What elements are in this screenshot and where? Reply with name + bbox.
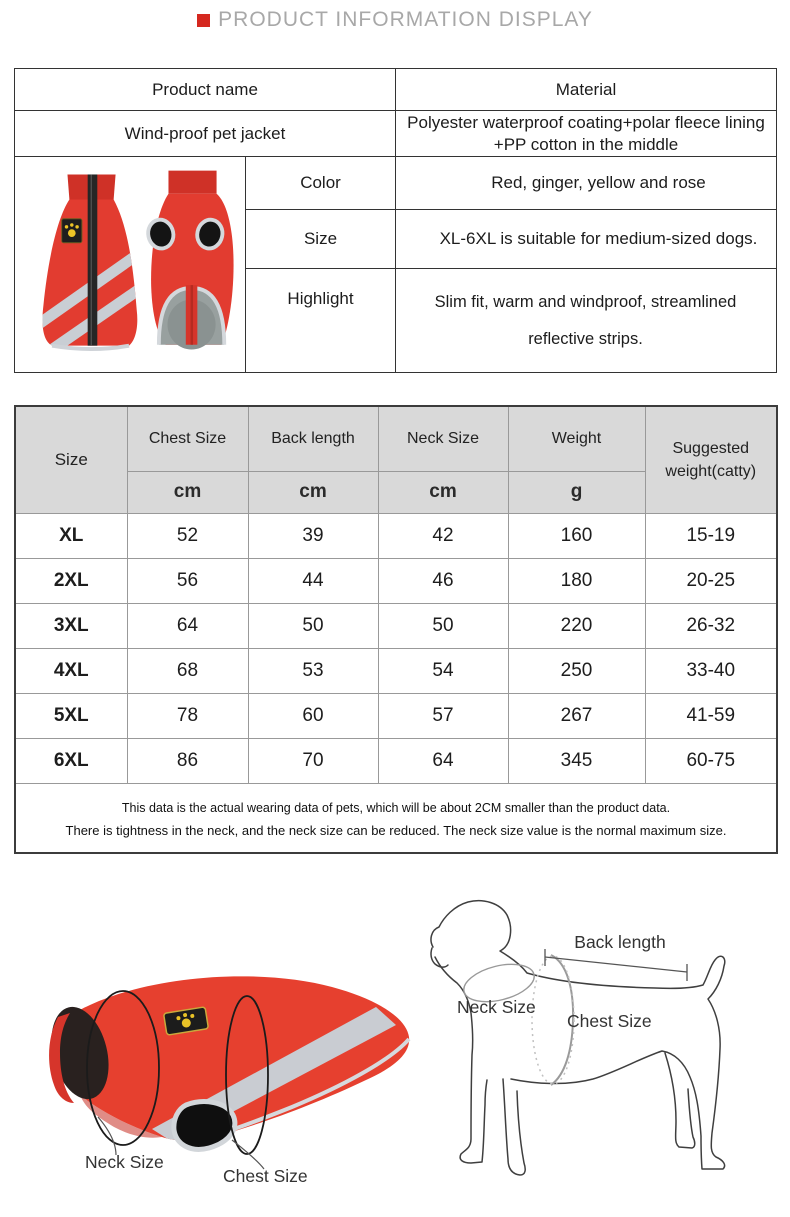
photo-neck-size-label: Neck Size (85, 1152, 164, 1172)
back-length-measure-line (544, 949, 688, 981)
dog-back-length-label: Back length (574, 932, 666, 952)
neck-measure-ring (86, 990, 160, 1146)
table-row: 4XL 68 53 54 250 33-40 (14, 647, 778, 694)
cell-back: 44 (247, 557, 379, 604)
cell-suggested: 60-75 (644, 737, 778, 784)
note-line-2: There is tightness in the neck, and the … (65, 822, 727, 838)
cell-weight: 250 (507, 647, 646, 694)
cell-back: 53 (247, 647, 379, 694)
cell-neck: 57 (377, 692, 509, 739)
color-label: Color (245, 155, 396, 211)
jacket-front-view (146, 170, 234, 350)
size-chart-table: Size Chest Size Back length Neck Size We… (14, 405, 778, 854)
chest-measure-ring (225, 995, 269, 1155)
highlight-value: Slim fit, warm and windproof, streamline… (395, 268, 777, 373)
table-row: 3XL 64 50 50 220 26-32 (14, 602, 778, 649)
jacket-back-view (42, 174, 138, 351)
photo-chest-size-label: Chest Size (223, 1166, 308, 1186)
cell-weight: 345 (507, 737, 646, 784)
size-chart-notes: This data is the actual wearing data of … (14, 782, 778, 854)
table-row: XL 52 39 42 160 15-19 (14, 512, 778, 559)
page-title: PRODUCT INFORMATION DISPLAY (218, 8, 593, 31)
note-line-1: This data is the actual wearing data of … (121, 800, 671, 815)
material-header: Material (395, 68, 777, 111)
cell-weight: 220 (507, 602, 646, 649)
dog-chest-ring (531, 955, 575, 1085)
cell-suggested: 41-59 (644, 692, 778, 739)
cell-neck: 64 (377, 737, 509, 784)
product-info-section: Product name Material Wind-proof pet jac… (14, 68, 777, 373)
cell-chest: 68 (126, 647, 249, 694)
dog-neck-ring (463, 963, 535, 1003)
cell-suggested: 33-40 (644, 647, 778, 694)
highlight-label: Highlight (245, 268, 396, 373)
col-header-size: Size (14, 405, 128, 514)
size-chart-section: Size Chest Size Back length Neck Size We… (14, 405, 778, 854)
red-square-icon (197, 13, 211, 27)
paw-icon (163, 1006, 209, 1036)
unit-neck: cm (377, 470, 509, 514)
col-header-chest: Chest Size (126, 405, 249, 472)
cell-back: 50 (247, 602, 379, 649)
cell-suggested: 15-19 (644, 512, 778, 559)
table-row: 5XL 78 60 57 267 41-59 (14, 692, 778, 739)
cell-neck: 46 (377, 557, 509, 604)
unit-chest: cm (126, 470, 249, 514)
size-label: Size (245, 209, 396, 270)
cell-size: 3XL (14, 602, 128, 649)
col-header-weight: Weight (507, 405, 646, 472)
jacket-side-photo (49, 976, 411, 1170)
jacket-front-back-views (42, 170, 234, 351)
unit-weight: g (507, 470, 646, 514)
col-header-neck: Neck Size (377, 405, 509, 472)
cell-size: 2XL (14, 557, 128, 604)
unit-back: cm (247, 470, 379, 514)
cell-weight: 180 (507, 557, 646, 604)
col-header-back: Back length (247, 405, 379, 472)
paw-icon (61, 218, 83, 244)
cell-size: 6XL (14, 737, 128, 784)
cell-back: 39 (247, 512, 379, 559)
cell-neck: 42 (377, 512, 509, 559)
cell-size: XL (14, 512, 128, 559)
dog-measurement-diagram (430, 899, 726, 1176)
cell-chest: 78 (126, 692, 249, 739)
measurement-guide-section: Neck Size Chest Size (0, 880, 790, 1217)
cell-chest: 56 (126, 557, 249, 604)
cell-chest: 86 (126, 737, 249, 784)
cell-size: 5XL (14, 692, 128, 739)
cell-back: 70 (247, 737, 379, 784)
cell-back: 60 (247, 692, 379, 739)
cell-weight: 160 (507, 512, 646, 559)
cell-neck: 50 (377, 602, 509, 649)
size-value: XL-6XL is suitable for medium-sized dogs… (395, 209, 777, 270)
cell-chest: 64 (126, 602, 249, 649)
material-value: Polyester waterproof coating+polar fleec… (395, 110, 777, 157)
dog-neck-size-label: Neck Size (457, 997, 536, 1017)
cell-size: 4XL (14, 647, 128, 694)
product-info-table: Product name Material Wind-proof pet jac… (14, 68, 777, 373)
table-row: 2XL 56 44 46 180 20-25 (14, 557, 778, 604)
col-header-suggested: Suggested weight(catty) (644, 405, 778, 514)
product-name-header: Product name (14, 68, 396, 111)
cell-suggested: 20-25 (644, 557, 778, 604)
page-header: PRODUCT INFORMATION DISPLAY (0, 8, 790, 32)
table-row: 6XL 86 70 64 345 60-75 (14, 737, 778, 784)
cell-suggested: 26-32 (644, 602, 778, 649)
cell-chest: 52 (126, 512, 249, 559)
cell-weight: 267 (507, 692, 646, 739)
dog-chest-size-label: Chest Size (567, 1011, 652, 1031)
jacket-product-image (14, 156, 246, 373)
product-name-value: Wind-proof pet jacket (14, 110, 396, 157)
cell-neck: 54 (377, 647, 509, 694)
color-value: Red, ginger, yellow and rose (395, 155, 777, 211)
